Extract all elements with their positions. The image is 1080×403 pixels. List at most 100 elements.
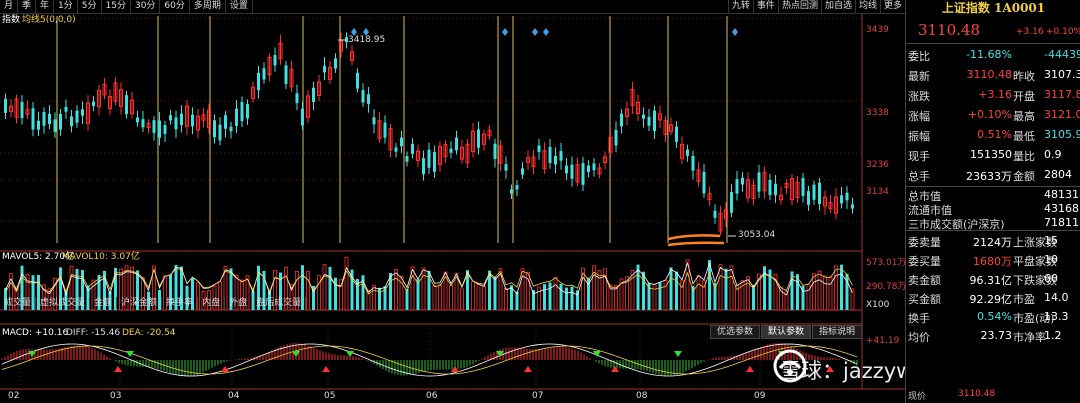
period-6[interactable]: 30分 — [131, 0, 161, 13]
quote-value: 60 — [1044, 272, 1058, 285]
quote-value: -444392 — [1044, 48, 1080, 61]
volume-tab-0[interactable]: 成交量 — [0, 297, 37, 309]
quote-row: 均价 23.73 市净率 1.2 — [906, 326, 1080, 346]
quote-value: 10 — [1044, 253, 1058, 266]
quote-row: 现手 151350 量比 0.9 — [906, 145, 1080, 165]
quote-value: +3.16 — [978, 88, 1012, 101]
period-5[interactable]: 15分 — [102, 0, 131, 13]
quote-label: 委卖量 — [908, 236, 941, 249]
quote-label: 换手 — [908, 312, 930, 325]
period-toolbar: 月季年 1分 5分 15分 30分 60分 多周期 设置 — [0, 0, 905, 14]
volume-tab-6[interactable]: 外盘 — [225, 297, 253, 309]
quote-value: 2124万 — [973, 236, 1012, 249]
quote-value: +0.10% — [967, 108, 1012, 121]
tool-3[interactable]: 加自选 — [820, 0, 855, 13]
quote-label: 涨幅 — [908, 110, 930, 123]
date-tick-3: 05 — [324, 391, 335, 401]
quote-value: 96.31亿 — [969, 274, 1013, 287]
date-tick-5: 07 — [532, 391, 543, 401]
quote-value: 15 — [1044, 234, 1058, 247]
quote-value: -11.68% — [966, 48, 1012, 61]
date-tick-4: 06 — [426, 391, 438, 401]
price-change: +3.16 — [1016, 27, 1044, 37]
quote-value: 1680万 — [973, 255, 1012, 268]
quote-row: 最新 3110.48 昨收 3107.3 — [906, 65, 1080, 85]
market-value: 71811 — [1044, 216, 1079, 229]
period-8[interactable]: 多周期 — [190, 0, 226, 13]
quote-value: 0.9 — [1044, 148, 1062, 161]
volume-tab-1[interactable]: 虚拟成交量 — [36, 297, 91, 309]
quote-value: 0.54% — [977, 310, 1012, 323]
low-annotation: 3053.04 — [738, 230, 775, 240]
period-4[interactable]: 5分 — [78, 0, 102, 13]
macd-tab-2[interactable]: 指标说明 — [812, 325, 863, 339]
quote-label: 上涨家数 — [1013, 236, 1057, 249]
vol-axis-top: 573.01万 — [866, 258, 905, 268]
volume-tab-4[interactable]: 换手率 — [162, 297, 199, 309]
chart-canvas[interactable]: 指数 均线5(0,0,0) 3439 3338 3236 3134 3418.9… — [0, 14, 905, 403]
macd-tab-1[interactable]: 默认参数 — [761, 325, 812, 339]
quote-label: 市盈 — [1013, 293, 1035, 306]
quote-label: 市盈(动) — [1013, 312, 1055, 325]
price-pct: +0.10% — [1046, 27, 1080, 37]
quote-label: 量比 — [1013, 150, 1035, 163]
date-tick-6: 08 — [636, 391, 648, 401]
quote-label: 最新 — [908, 70, 930, 83]
period-0[interactable]: 月 — [0, 0, 19, 13]
diff-label: DIFF: -15.46 — [66, 328, 120, 338]
quote-row: 卖金额 96.31亿 下跌家数 60 — [906, 269, 1080, 289]
quote-value: 3121.0 — [1044, 108, 1080, 121]
quote-label: 开盘 — [1013, 90, 1035, 103]
quote-label: 现手 — [908, 150, 930, 163]
quote-label: 买金额 — [908, 293, 941, 306]
tool-0[interactable]: 九转 — [727, 0, 753, 13]
date-tick-2: 04 — [228, 391, 240, 401]
quote-label: 均价 — [908, 331, 930, 344]
period-9[interactable]: 设置 — [226, 0, 253, 13]
last-value: 3110.48 — [958, 389, 996, 399]
period-3[interactable]: 1分 — [54, 0, 78, 13]
volume-tabs: 成交量 虚拟成交量 金额 沪深金额 换手率 内盘 外盘 盘后成交量 — [0, 297, 307, 309]
quote-value: 23.73 — [980, 329, 1013, 342]
macd-axis-top: +41.19 — [866, 336, 900, 346]
last-label: 现价 — [908, 392, 927, 402]
quote-label: 最低 — [1013, 130, 1035, 143]
volume-tab-3[interactable]: 沪深金额 — [117, 297, 163, 309]
tool-5[interactable]: 更多 — [879, 0, 905, 13]
period-1[interactable]: 季 — [18, 0, 37, 13]
tool-2[interactable]: 热点回测 — [777, 0, 821, 13]
macd-label: MACD: +10.16 — [2, 328, 68, 338]
volume-tab-5[interactable]: 内盘 — [198, 297, 226, 309]
quote-label: 昨收 — [1013, 70, 1035, 83]
tool-1[interactable]: 事件 — [752, 0, 778, 13]
dea-label: DEA: -20.54 — [122, 328, 176, 338]
quote-row: 委卖量 2124万 上涨家数 15 — [906, 231, 1080, 251]
quote-row: 涨跌 +3.16 开盘 3117.8 — [906, 85, 1080, 105]
period-2[interactable]: 年 — [36, 0, 55, 13]
quote-value: 3105.9 — [1044, 128, 1080, 141]
quote-value: 92.29亿 — [969, 293, 1013, 306]
quote-label: 涨跌 — [908, 90, 930, 103]
quote-row: 总手 23633万 金额 2804 — [906, 165, 1080, 185]
market-label: 流通市值 — [908, 204, 952, 217]
quote-label: 市净率 — [1013, 331, 1046, 344]
volume-tab-2[interactable]: 金额 — [90, 297, 118, 309]
quote-row: 换手 0.54% 市盈(动) 13.3 — [906, 307, 1080, 327]
quote-row: 涨幅 +0.10% 最高 3121.0 — [906, 105, 1080, 125]
vol-axis-mid: 290.78万 — [866, 282, 905, 292]
volume-tab-7[interactable]: 盘后成交量 — [252, 297, 307, 309]
snowball-logo-icon — [773, 349, 807, 383]
ma-label: 均线5(0,0,0) — [22, 14, 76, 25]
mavol10-label: MAVOL10: 3.07亿 — [62, 250, 140, 262]
quote-label: 委买量 — [908, 255, 941, 268]
stock-title: 上证指数 1A0001 — [941, 1, 1046, 15]
quote-label: 总手 — [908, 170, 930, 183]
tool-4[interactable]: 均线 — [854, 0, 880, 13]
period-7[interactable]: 60分 — [160, 0, 190, 13]
price-tick-2: 3338 — [866, 108, 889, 118]
quote-panel: 上证指数 1A0001 3110.48 +3.16 +0.10% 委比 -11.6… — [905, 0, 1080, 403]
mavol5-label: MAVOL5: 2.70亿 — [2, 250, 74, 262]
quote-row: 振幅 0.51% 最低 3105.9 — [906, 125, 1080, 145]
macd-tab-0[interactable]: 优选参数 — [710, 325, 761, 339]
date-tick-1: 03 — [110, 391, 121, 401]
